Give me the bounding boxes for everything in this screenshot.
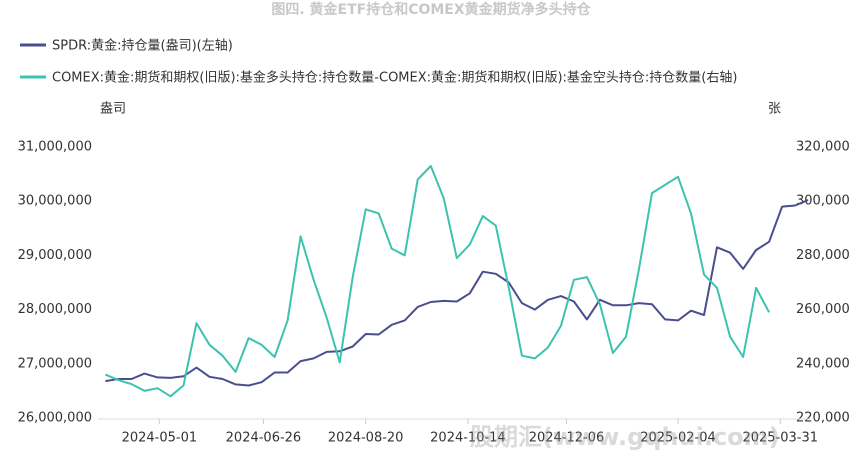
y-axis-label: 盎司 <box>100 102 126 117</box>
y-tick-label: 26,000,000 <box>18 411 92 426</box>
y-tick-label: 28,000,000 <box>18 302 92 317</box>
y2-tick-label: 320,000 <box>796 140 850 155</box>
y2-tick-label: 280,000 <box>796 248 850 263</box>
chart-title: 图四. 黄金ETF持仓和COMEX黄金期货净多头持仓 <box>271 1 591 18</box>
series-line <box>105 165 770 398</box>
x-tick-label: 2024-05-01 <box>122 431 198 446</box>
x-tick-label: 2024-08-20 <box>328 431 404 446</box>
y2-tick-label: 300,000 <box>796 194 850 209</box>
y2-tick-label: 220,000 <box>796 411 850 426</box>
y-tick-label: 30,000,000 <box>18 194 92 209</box>
x-tick-label: 2025-03-31 <box>742 431 818 446</box>
y-tick-label: 29,000,000 <box>18 248 92 263</box>
legend-label: SPDR:黄金:持仓量(盎司)(左轴) <box>52 38 233 54</box>
y2-tick-label: 240,000 <box>796 356 850 371</box>
y2-tick-label: 260,000 <box>796 302 850 317</box>
x-tick-label: 2024-06-26 <box>226 431 302 446</box>
x-tick-label: 2025-02-04 <box>640 431 716 446</box>
legend-label: COMEX:黄金:期货和期权(旧版):基金多头持仓:持仓数量-COMEX:黄金:… <box>52 70 737 86</box>
watermark: 股期汇(www.gqhui.com) <box>470 423 780 451</box>
y-tick-label: 27,000,000 <box>18 356 92 371</box>
y-tick-label: 31,000,000 <box>18 140 92 155</box>
series-line <box>105 199 809 387</box>
x-tick-label: 2024-12-06 <box>529 431 605 446</box>
x-tick-label: 2024-10-14 <box>430 431 506 446</box>
y2-axis-label: 张 <box>768 102 781 117</box>
